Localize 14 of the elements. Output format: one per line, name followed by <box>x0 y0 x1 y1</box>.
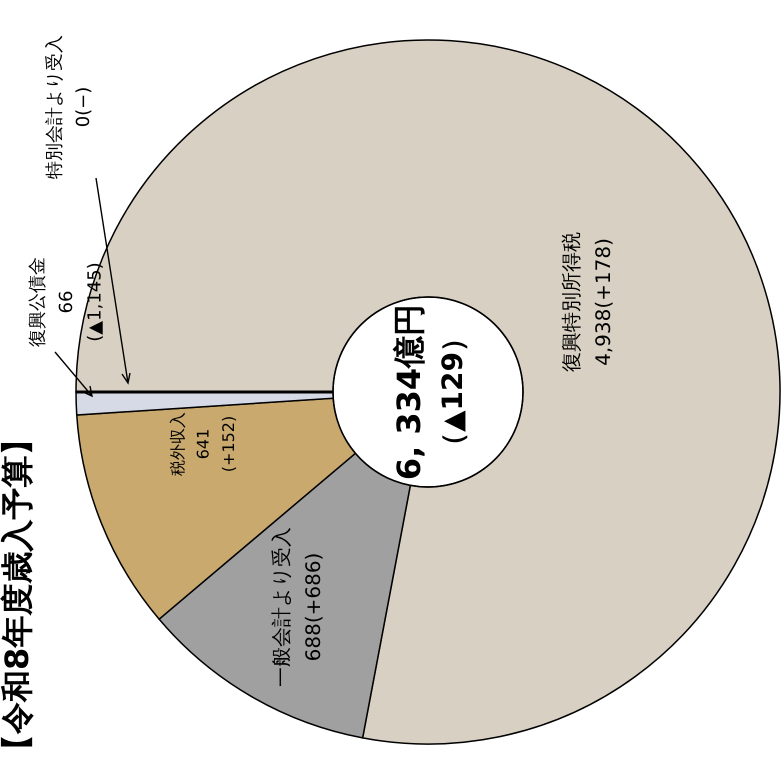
text: 【令和8年度歳入予算】 <box>0 424 36 766</box>
data-label: 66 (▲1,145) <box>56 262 106 342</box>
text: 6, 334億円 <box>390 304 428 480</box>
donut-slice <box>75 39 780 744</box>
text: （▲129） <box>436 324 469 460</box>
data-label: 688(+686) <box>301 552 325 662</box>
data-label: 4,938(+178) <box>591 238 615 366</box>
text: 0(−) <box>72 86 94 128</box>
data-label: 641 (+152) <box>194 416 238 472</box>
category-label: 特別会計より受入 <box>44 35 65 179</box>
slice-label: 復興公債金 <box>27 257 48 347</box>
slice-label: 税外収入 <box>168 412 187 476</box>
slice-label: 一般会計より受入 <box>269 527 293 687</box>
slice-label: 復興特別所得税 <box>559 232 583 372</box>
